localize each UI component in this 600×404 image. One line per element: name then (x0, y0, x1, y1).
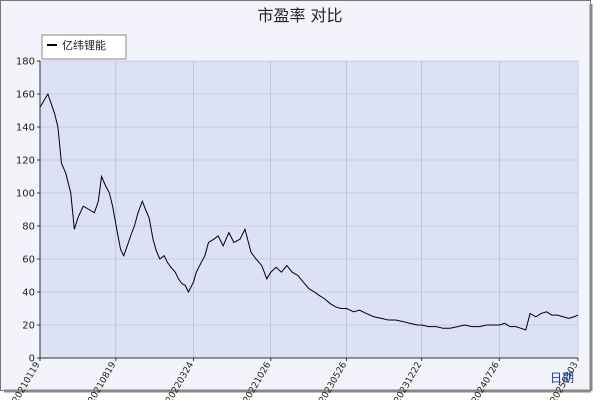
x-axis-label: 日期 (550, 371, 574, 385)
y-tick-label: 140 (16, 123, 35, 134)
plot-area (40, 61, 578, 358)
y-tick-label: 40 (22, 288, 35, 299)
y-tick-label: 120 (16, 156, 35, 167)
y-tick-label: 180 (16, 57, 35, 68)
legend: 亿纬锂能 (41, 34, 127, 60)
y-tick-label: 160 (16, 90, 35, 101)
series-layer (39, 92, 579, 331)
gridlines (39, 60, 579, 358)
series-line-yiwei-lithium (39, 92, 579, 331)
y-tick-label: 20 (22, 321, 35, 332)
y-tick-label: 100 (16, 189, 35, 200)
y-tick-label: 0 (29, 354, 35, 365)
chart-title: 市盈率 对比 (257, 6, 342, 25)
legend-box (41, 34, 127, 60)
legend-label: 亿纬锂能 (62, 38, 106, 52)
y-axis-ticks: 0 20 40 60 80 100 120 140 160 180 (16, 57, 40, 365)
y-tick-label: 60 (22, 255, 35, 266)
y-tick-label: 80 (22, 222, 35, 233)
